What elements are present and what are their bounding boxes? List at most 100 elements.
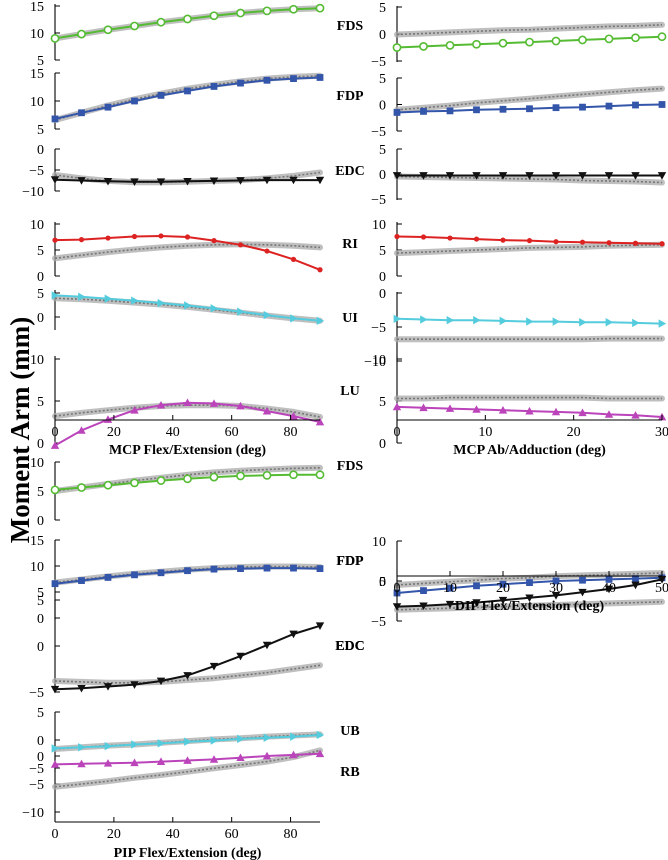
mcp-aa-x-tick-label: 20 bbox=[567, 425, 581, 440]
mcp-aa-fds-y-tick-label: 0 bbox=[379, 28, 386, 43]
mcp-fe-fdp-point bbox=[51, 115, 59, 123]
mcp-aa-x-tick-label: 10 bbox=[478, 425, 492, 440]
mcp-aa-fds-point bbox=[445, 40, 455, 50]
mcp-aa-edc-point bbox=[578, 172, 587, 180]
mcp-fe-fds-point bbox=[130, 21, 139, 31]
mcp-fe-ui-label: UI bbox=[342, 311, 358, 326]
pip-fe-ub-point bbox=[316, 730, 325, 740]
pip-fe-ub-point bbox=[237, 734, 245, 744]
mcp-fe-lu-point bbox=[77, 426, 86, 434]
mcp-fe-fdp-point bbox=[237, 79, 244, 87]
mcp-fe-fds-point bbox=[77, 29, 86, 39]
pip-fe-fdp-label: FDP bbox=[336, 554, 364, 569]
dip-fe-edc-point bbox=[657, 576, 667, 584]
pip-fe-fds-point bbox=[130, 478, 139, 488]
pip-fe-edc-model-line bbox=[54, 664, 321, 684]
mcp-fe-lu-y-tick-label: 10 bbox=[30, 353, 44, 368]
dip-fe-edc-point bbox=[631, 581, 640, 590]
dip-fe-edc-label: EDC bbox=[335, 639, 365, 654]
pip-fe-fdp-point bbox=[263, 564, 271, 572]
mcp-fe-ri-point bbox=[264, 248, 270, 254]
mcp-fe-lu-point bbox=[209, 399, 219, 407]
pip-fe-rb-y-tick-label: 0 bbox=[37, 750, 44, 765]
mcp-fe-edc-point bbox=[183, 177, 192, 186]
pip-fe-edc-point bbox=[50, 685, 60, 694]
mcp-fe-ri-point bbox=[158, 233, 164, 239]
pip-fe-edc-point bbox=[262, 641, 272, 650]
pip-fe-ub-point bbox=[131, 740, 139, 749]
mcp-fe-ri-point bbox=[237, 242, 244, 248]
mcp-aa-fds-point bbox=[578, 35, 587, 45]
pip-fe-ub-y-tick-label: −5 bbox=[29, 762, 44, 777]
mcp-aa-x-tick-label: 0 bbox=[394, 425, 401, 440]
mcp-aa-fds-point bbox=[551, 36, 561, 46]
pip-fe-x-tick-label: 60 bbox=[225, 827, 239, 842]
pip-fe-rb-point bbox=[156, 757, 166, 765]
pip-fe-fds-y-tick-label: 10 bbox=[30, 456, 44, 471]
pip-fe-edc-point bbox=[209, 662, 219, 671]
mcp-fe-fdp-y-tick-label: 5 bbox=[37, 123, 44, 138]
mcp-fe-fds-point bbox=[236, 8, 245, 18]
mcp-aa-fdp-point bbox=[446, 107, 454, 115]
mcp-fe-fdp-point bbox=[78, 109, 85, 117]
dip-fe-fdp-label: FDP bbox=[336, 554, 364, 569]
mcp-fe-lu-point bbox=[236, 401, 245, 410]
mcp-fe-ui-point bbox=[51, 291, 60, 300]
dip-fe-fdp-point bbox=[526, 579, 533, 586]
mcp-fe-fds-point bbox=[156, 17, 166, 27]
mcp-fe-fdp-point bbox=[210, 83, 218, 90]
mcp-aa-edc-y-tick-label: 0 bbox=[379, 168, 386, 183]
mcp-fe-ri-point bbox=[78, 237, 85, 243]
mcp-aa-ui-y-tick-label: 0 bbox=[379, 287, 386, 302]
dip-fe-fdp-y-tick-label: 5 bbox=[379, 575, 386, 590]
mcp-fe-fdp-point bbox=[316, 74, 324, 81]
mcp-aa-lu-y-tick-label: 0 bbox=[379, 437, 386, 452]
pip-fe-fdp-y-tick-label: 0 bbox=[37, 612, 44, 627]
mcp-fe-fdp-point bbox=[263, 76, 271, 84]
mcp-aa-fdp-y-tick-label: 0 bbox=[379, 99, 386, 114]
mcp-aa-fdp-point bbox=[605, 102, 613, 110]
mcp-aa-fdp-point bbox=[658, 101, 666, 108]
mcp-fe-edc-point bbox=[77, 177, 86, 185]
mcp-aa-fdp-point bbox=[552, 104, 560, 112]
mcp-aa-edc-point bbox=[551, 172, 561, 180]
pip-fe-edc-point bbox=[236, 652, 245, 661]
mcp-aa-fdp-point bbox=[473, 106, 480, 114]
mcp-aa-edc-point bbox=[525, 172, 534, 180]
pip-fe-fdp-point bbox=[104, 574, 112, 581]
mcp-aa-ri-point bbox=[473, 236, 480, 242]
mcp-aa-ri-point bbox=[394, 233, 400, 240]
pip-fe-fds-point bbox=[262, 470, 272, 480]
mcp-aa-ri-point bbox=[659, 241, 665, 247]
pip-fe-fdp-point bbox=[237, 565, 244, 572]
pip-fe-edc-point bbox=[103, 683, 113, 691]
pip-fe-fds-point bbox=[236, 471, 245, 481]
dip-fe-edc-point bbox=[419, 602, 428, 610]
mcp-fe-lu-point bbox=[262, 406, 272, 415]
mcp-fe-x-tick-label: 40 bbox=[166, 425, 180, 440]
mcp-aa-fds-y-tick-label: −5 bbox=[371, 55, 386, 70]
mcp-aa-lu-point bbox=[604, 410, 614, 418]
mcp-fe-fds-point bbox=[315, 3, 325, 13]
mcp-aa-ui-point bbox=[446, 316, 455, 325]
pip-fe-fdp-y-tick-label: 10 bbox=[30, 560, 44, 575]
pip-fe-fds-point bbox=[156, 476, 166, 485]
mcp-fe-fds-point bbox=[50, 34, 60, 43]
pip-fe-rb-y-tick-label: −10 bbox=[22, 806, 44, 821]
mcp-fe-fdp-point bbox=[290, 75, 297, 82]
dip-fe-x-tick-label: 20 bbox=[496, 581, 510, 596]
mcp-fe-edc-point bbox=[103, 177, 113, 186]
pip-fe-fds-y-tick-label: 5 bbox=[37, 485, 44, 500]
pip-fe-edc-point bbox=[77, 684, 86, 693]
dip-fe-fdp-point bbox=[499, 580, 507, 588]
dip-fe-edc-point bbox=[551, 592, 561, 600]
mcp-aa-ri-point bbox=[447, 235, 453, 241]
mcp-aa-lu-y-tick-label: 5 bbox=[379, 395, 386, 410]
mcp-aa-ui-point bbox=[473, 316, 481, 325]
mcp-aa-ri-y-tick-label: 10 bbox=[372, 218, 386, 233]
mcp-aa-lu-point bbox=[525, 406, 534, 415]
pip-fe-fdp-point bbox=[157, 569, 165, 577]
mcp-aa-ui-y-tick-label: −10 bbox=[364, 355, 386, 370]
pip-fe-edc-label: EDC bbox=[335, 639, 365, 654]
